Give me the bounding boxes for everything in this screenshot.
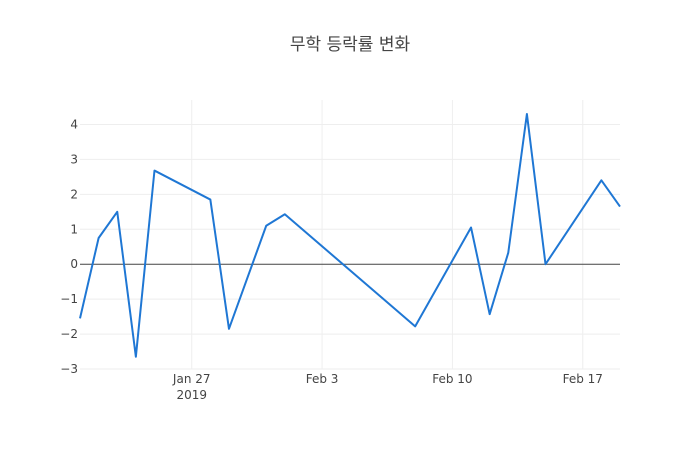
x-tick-sublabel: 2019 — [176, 388, 207, 402]
series-line — [79, 112, 621, 358]
y-tick-label: 2 — [70, 187, 78, 201]
x-tick-label: Feb 17 — [563, 372, 603, 386]
x-tick-label: Feb 10 — [432, 372, 472, 386]
axes: Jan 27 2019 Feb 3 Feb 10 Feb 17 −3 −2 −1 0 1 2 3 4 — [60, 117, 603, 402]
chart-title: 무학 등락률 변화 — [290, 35, 411, 55]
y-tick-label: −3 — [60, 362, 78, 376]
y-tick-label: 1 — [70, 222, 78, 236]
grid — [80, 100, 620, 370]
y-tick-label: 0 — [70, 257, 78, 271]
y-tick-label: −1 — [60, 292, 78, 306]
y-tick-label: 3 — [70, 152, 78, 166]
series-layer — [79, 112, 621, 358]
x-tick-label: Jan 27 — [172, 372, 211, 386]
y-tick-label: 4 — [70, 117, 78, 131]
x-tick-label: Feb 3 — [306, 372, 339, 386]
y-tick-label: −2 — [60, 327, 78, 341]
